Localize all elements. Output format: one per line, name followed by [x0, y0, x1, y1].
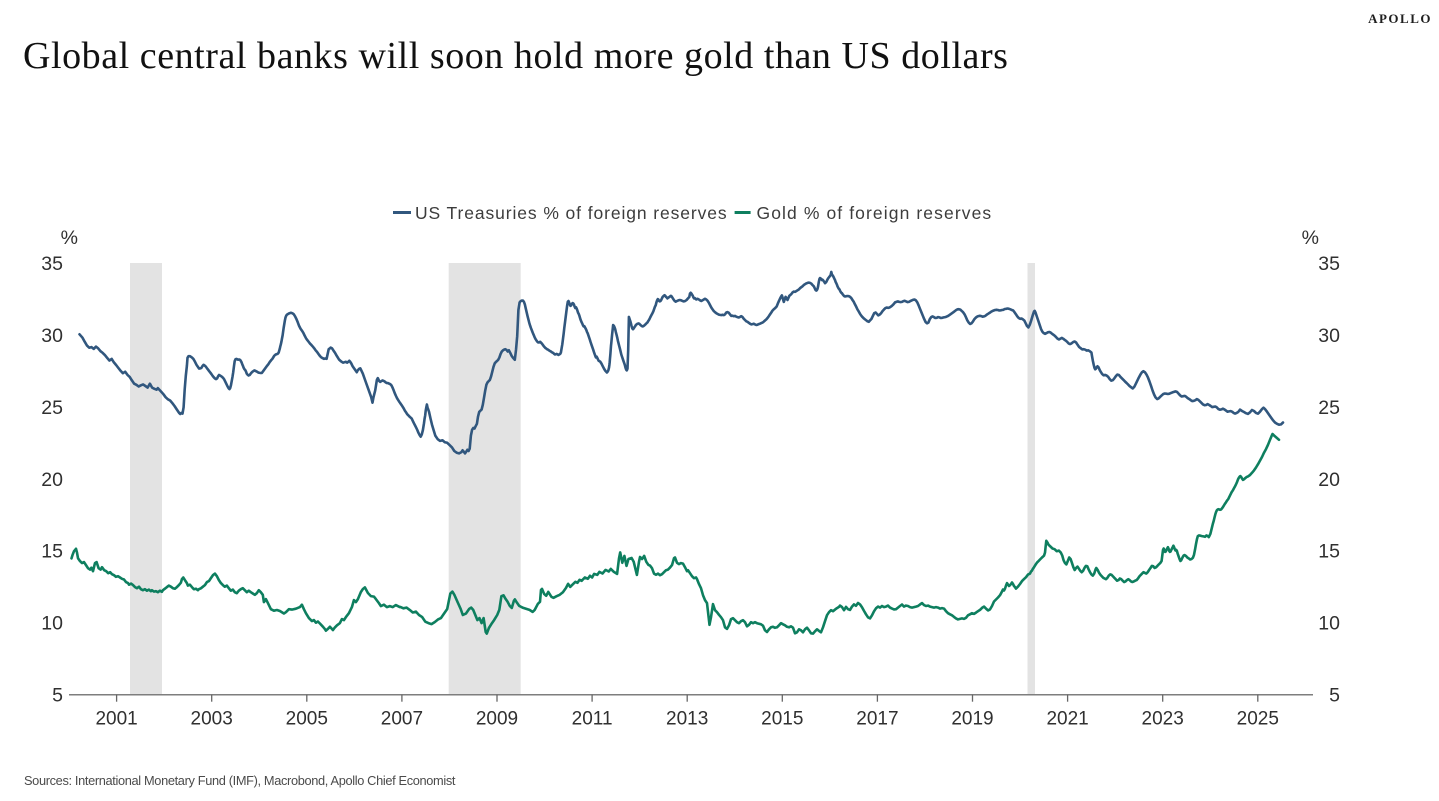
svg-text:30: 30	[41, 325, 63, 347]
svg-text:10: 10	[41, 613, 63, 635]
svg-text:2009: 2009	[476, 709, 518, 730]
svg-text:15: 15	[1318, 541, 1340, 563]
svg-text:20: 20	[1318, 469, 1340, 491]
svg-text:2011: 2011	[572, 709, 613, 730]
svg-text:2021: 2021	[1046, 709, 1088, 730]
svg-text:2001: 2001	[95, 709, 137, 730]
svg-text:2005: 2005	[286, 709, 328, 730]
svg-text:2017: 2017	[856, 709, 898, 730]
svg-text:15: 15	[41, 541, 63, 563]
svg-text:%: %	[61, 227, 78, 249]
svg-text:20: 20	[41, 469, 63, 491]
svg-text:%: %	[1302, 227, 1319, 249]
svg-text:US Treasuries % of foreign res: US Treasuries % of foreign reserves	[415, 203, 728, 223]
svg-text:2007: 2007	[381, 709, 423, 730]
svg-text:2013: 2013	[666, 709, 708, 730]
svg-text:2019: 2019	[951, 709, 993, 730]
svg-text:25: 25	[41, 397, 63, 419]
svg-text:35: 35	[41, 253, 63, 275]
svg-text:2025: 2025	[1237, 709, 1279, 730]
svg-text:2003: 2003	[191, 709, 233, 730]
svg-text:5: 5	[1329, 685, 1340, 707]
svg-text:2023: 2023	[1142, 709, 1184, 730]
svg-text:25: 25	[1318, 397, 1340, 419]
svg-text:35: 35	[1318, 253, 1340, 275]
svg-text:5: 5	[52, 685, 63, 707]
svg-text:Gold % of foreign reserves: Gold % of foreign reserves	[757, 203, 993, 223]
svg-text:30: 30	[1318, 325, 1340, 347]
svg-text:10: 10	[1318, 613, 1340, 635]
svg-text:2015: 2015	[761, 709, 803, 730]
